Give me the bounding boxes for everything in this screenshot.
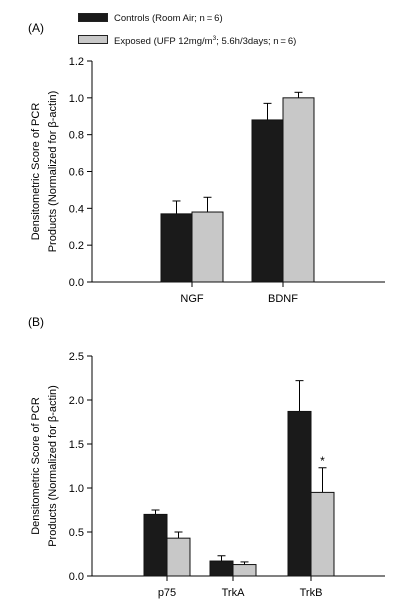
legend-swatch-controls	[78, 13, 108, 22]
panel-b-y-tick-label: 0.5	[69, 527, 84, 539]
legend-item-controls: Controls (Room Air; n = 6)	[78, 13, 223, 24]
panel-a-y-axis-title: Densitometric Score of PCR	[30, 103, 42, 241]
panel-b-x-tick-label: TrkA	[222, 587, 245, 599]
panel-b-bar-controls	[209, 560, 234, 577]
panel-a-bar-exposed	[191, 211, 224, 283]
panel-b-y-axis-title: Densitometric Score of PCR	[30, 397, 42, 535]
legend-label-controls: Controls (Room Air; n = 6)	[114, 13, 223, 24]
panel-a-y-tick-label: 1.2	[69, 56, 84, 68]
panel-b-bar-controls	[287, 410, 312, 577]
panel-b-y-tick-label: 1.5	[69, 439, 84, 451]
panel-b-y-tick-label: 2.0	[69, 395, 84, 407]
panel-a-x-tick-label: BDNF	[268, 293, 298, 305]
panel-b-bar-controls	[143, 513, 168, 577]
legend-item-exposed: Exposed (UFP 12mg/m3; 5.6h/3days; n = 6)	[78, 35, 297, 48]
panel-b-bar-exposed	[310, 491, 335, 577]
panel-a-y-tick-label: 1.0	[69, 93, 84, 105]
panel-b-y-tick-label: 2.5	[69, 351, 84, 363]
panel-b-label: (B)	[28, 315, 44, 329]
panel-a-bar-controls	[251, 119, 284, 283]
panel-b-y-axis-title: Products (Normalized for β-actin)	[47, 385, 59, 547]
panel-a-y-axis-title: Products (Normalized for β-actin)	[47, 91, 59, 253]
panel-a-y-tick-label: 0.6	[69, 167, 84, 179]
panel-a-y-tick-label: 0.0	[69, 277, 84, 289]
panel-a-y-tick-label: 0.4	[69, 203, 84, 215]
panel-b-bar-exposed	[232, 564, 257, 577]
panel-a-x-tick-label: NGF	[180, 293, 204, 305]
panel-b-bar-exposed	[166, 537, 191, 577]
panel-a-y-tick-label: 0.8	[69, 130, 84, 142]
legend-swatch-exposed	[78, 35, 108, 44]
panel-b-significance-marker: *	[320, 454, 325, 468]
panel-b-y-tick-label: 0.0	[69, 571, 84, 583]
panel-b-x-tick-label: p75	[158, 587, 176, 599]
panel-a-label: (A)	[28, 21, 44, 35]
legend-label-exposed: Exposed (UFP 12mg/m3; 5.6h/3days; n = 6)	[114, 35, 297, 48]
panel-a-bar-controls	[160, 213, 193, 283]
panel-b-x-tick-label: TrkB	[300, 587, 323, 599]
panel-a-bar-exposed	[282, 97, 315, 283]
panel-b-y-tick-label: 1.0	[69, 483, 84, 495]
panel-a-y-tick-label: 0.2	[69, 240, 84, 252]
